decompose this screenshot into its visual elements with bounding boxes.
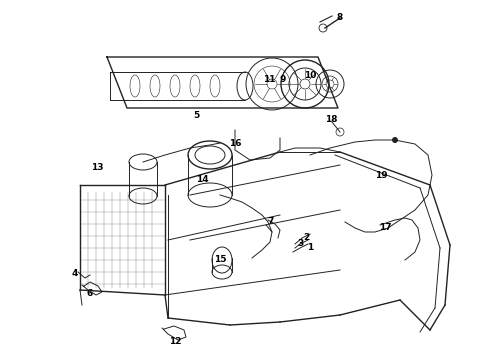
Text: 15: 15 [214, 256, 226, 265]
Text: 9: 9 [280, 76, 286, 85]
Text: 7: 7 [268, 217, 274, 226]
Text: 18: 18 [325, 116, 337, 125]
Text: 19: 19 [375, 171, 387, 180]
Text: 1: 1 [307, 243, 313, 252]
Text: 6: 6 [87, 288, 93, 297]
Text: 8: 8 [337, 13, 343, 22]
Text: 17: 17 [379, 224, 392, 233]
Text: 2: 2 [303, 233, 309, 242]
Text: 16: 16 [229, 139, 241, 148]
Text: 11: 11 [263, 76, 275, 85]
Text: 12: 12 [169, 338, 181, 346]
Text: 13: 13 [91, 163, 103, 172]
Text: 14: 14 [196, 175, 208, 184]
Circle shape [392, 137, 398, 143]
Text: 10: 10 [304, 71, 316, 80]
Text: 5: 5 [193, 111, 199, 120]
Text: 3: 3 [297, 239, 303, 248]
Text: 4: 4 [72, 269, 78, 278]
